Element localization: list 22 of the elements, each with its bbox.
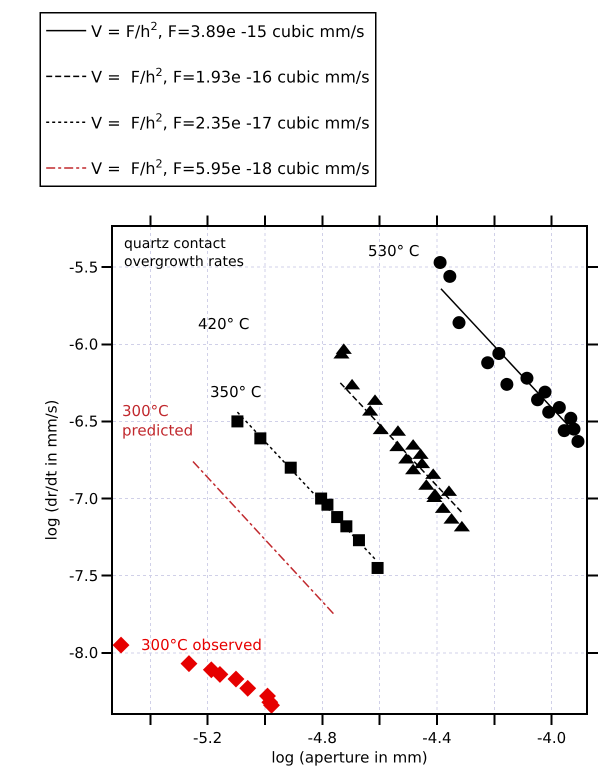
- annotation: 420° C: [198, 315, 250, 333]
- y-tick-label: -6.0: [68, 336, 98, 354]
- annotation: 350° C: [210, 383, 262, 401]
- y-tick-label: -7.5: [68, 566, 98, 585]
- x-tick-label: -4.0: [536, 728, 566, 747]
- legend-label: V = F/h$^{2}$, F=5.95e -18 cubic mm/s: [91, 158, 370, 178]
- y-axis-title: log (dr/dt in mm/s): [42, 400, 61, 540]
- annotation: 300°C predicted: [122, 402, 194, 440]
- x-tick-label: -4.8: [308, 728, 337, 747]
- annotation: 300°C observed: [141, 636, 262, 654]
- annotation: quartz contact overgrowth rates: [124, 236, 244, 270]
- y-tick-label: -7.0: [68, 490, 98, 508]
- y-tick-label: -6.5: [68, 412, 98, 431]
- annotation: 530° C: [368, 242, 420, 260]
- x-tick-label: -4.4: [422, 728, 452, 747]
- legend-label: V = F/h$^{2}$, F=3.89e -15 cubic mm/s: [91, 20, 364, 41]
- y-tick-label: -8.0: [68, 644, 98, 662]
- x-tick-label: -5.2: [192, 728, 222, 747]
- x-axis-title: log (aperture in mm): [271, 748, 428, 766]
- y-tick-label: -5.5: [68, 258, 98, 276]
- legend-label: V = F/h$^{2}$, F=2.35e -17 cubic mm/s: [91, 112, 370, 132]
- legend-label: V = F/h$^{2}$, F=1.93e -16 cubic mm/s: [91, 66, 370, 87]
